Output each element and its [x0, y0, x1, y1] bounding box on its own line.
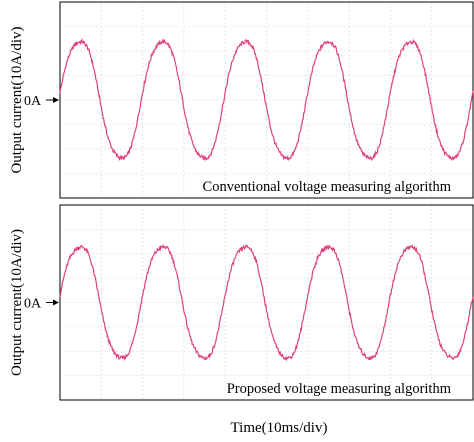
zero-level-label: 0A	[24, 297, 42, 312]
x-axis-label: Time(10ms/div)	[231, 420, 328, 436]
plot-frame	[59, 1, 474, 199]
plot-frame	[59, 204, 474, 401]
arrow-head	[53, 97, 59, 103]
algorithm-annotation: Proposed voltage measuring algorithm	[227, 381, 452, 397]
zero-level-arrow-icon	[46, 97, 59, 103]
zero-level-label: 0A	[24, 94, 42, 109]
algorithm-annotation: Conventional voltage measuring algorithm	[203, 179, 452, 195]
arrow-head	[53, 299, 59, 306]
panel-proposed: Output current(10A/div) 0A Proposed volt…	[9, 204, 474, 401]
y-axis-label: Output current(10A/div)	[9, 229, 25, 376]
y-axis-label: Output current(10A/div)	[9, 26, 25, 173]
current-trace	[59, 38, 474, 162]
current-trace	[59, 244, 474, 362]
grid-lines	[60, 205, 473, 400]
zero-level-arrow-icon	[46, 299, 59, 306]
grid-lines	[60, 2, 473, 198]
panel-conventional: Output current(10A/div) 0A Conventional …	[9, 1, 474, 199]
